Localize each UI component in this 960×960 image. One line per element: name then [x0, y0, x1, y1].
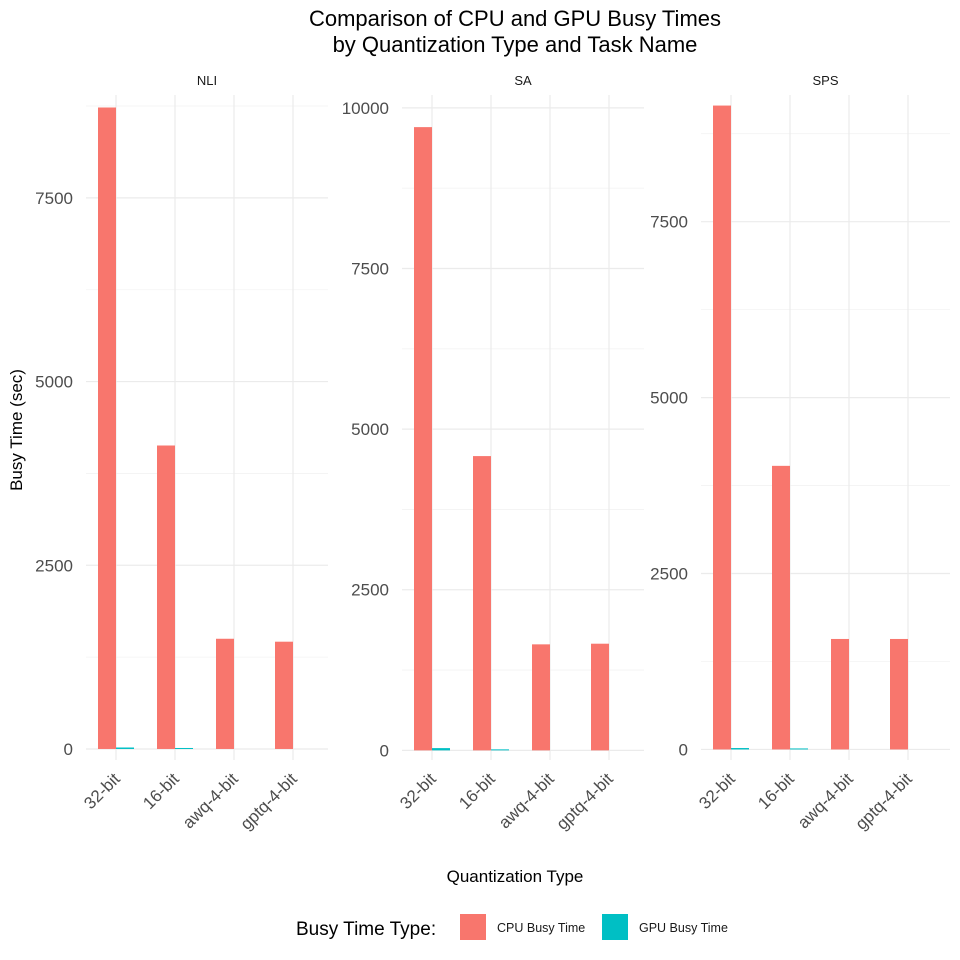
sps-y-tick-label: 5000 [650, 389, 688, 408]
legend: Busy Time Type: CPU Busy Time GPU Busy T… [296, 914, 728, 940]
nli-bar-cpu [275, 641, 293, 749]
y-axis-title: Busy Time (sec) [7, 369, 26, 491]
sps-bar-gpu [790, 748, 808, 750]
nli-y-tick-label: 7500 [35, 189, 73, 208]
nli-bar-cpu [98, 107, 116, 749]
sa-bar-gpu [432, 748, 450, 751]
legend-label-gpu: GPU Busy Time [639, 921, 728, 935]
nli-y-tick-label: 0 [64, 740, 73, 759]
sa-x-tick-label: 16-bit [455, 769, 499, 813]
sps-x-tick-label: gptq-4-bit [852, 769, 916, 833]
sps-x-tick-label: 32-bit [695, 769, 739, 813]
sa-y-tick-label: 2500 [351, 581, 389, 600]
sa-x-tick-label: gptq-4-bit [553, 769, 617, 833]
sa-bar-cpu [414, 127, 432, 751]
sa-x-tick-label: 32-bit [396, 769, 440, 813]
sps-bar-gpu [731, 748, 749, 750]
legend-key-cpu [460, 914, 486, 940]
sa-y-tick-label: 0 [380, 741, 389, 760]
sps-x-tick-label: awq-4-bit [794, 769, 857, 832]
nli-bar-gpu [116, 747, 134, 749]
legend-key-gpu [602, 914, 628, 940]
sps-bar-cpu [772, 465, 790, 750]
chart-title-line-2: by Quantization Type and Task Name [333, 32, 698, 57]
nli-y-tick-label: 2500 [35, 556, 73, 575]
sa-x-tick-label: awq-4-bit [495, 769, 558, 832]
facet-label-nli: NLI [197, 73, 217, 88]
nli-x-tick-label: awq-4-bit [179, 769, 242, 832]
nli-y-tick-label: 5000 [35, 373, 73, 392]
nli-x-tick-label: gptq-4-bit [237, 769, 301, 833]
nli-bar-cpu [216, 638, 234, 749]
sps-bar-cpu [713, 105, 731, 750]
sa-y-tick-label: 5000 [351, 420, 389, 439]
sa-y-tick-label: 7500 [351, 259, 389, 278]
sps-bar-cpu [890, 638, 908, 750]
nli-x-tick-label: 32-bit [80, 769, 124, 813]
legend-label-cpu: CPU Busy Time [497, 921, 585, 935]
x-axis-title: Quantization Type [447, 867, 584, 886]
sps-y-tick-label: 2500 [650, 565, 688, 584]
nli-bar-cpu [157, 445, 175, 749]
sps-y-tick-label: 7500 [650, 213, 688, 232]
sa-y-tick-label: 10000 [342, 99, 389, 118]
sa-bar-cpu [591, 643, 609, 751]
sa-bar-cpu [532, 644, 550, 751]
sa-bar-cpu [473, 456, 491, 751]
nli-bar-gpu [175, 747, 193, 749]
facet-label-sps: SPS [812, 73, 838, 88]
sps-bar-cpu [831, 638, 849, 750]
facet-label-sa: SA [514, 73, 532, 88]
sps-x-tick-label: 16-bit [754, 769, 798, 813]
sa-bar-gpu [491, 749, 509, 751]
sps-y-tick-label: 0 [679, 740, 688, 759]
legend-title: Busy Time Type: [296, 919, 436, 940]
nli-x-tick-label: 16-bit [139, 769, 183, 813]
chart-title-line-1: Comparison of CPU and GPU Busy Times [309, 6, 721, 31]
